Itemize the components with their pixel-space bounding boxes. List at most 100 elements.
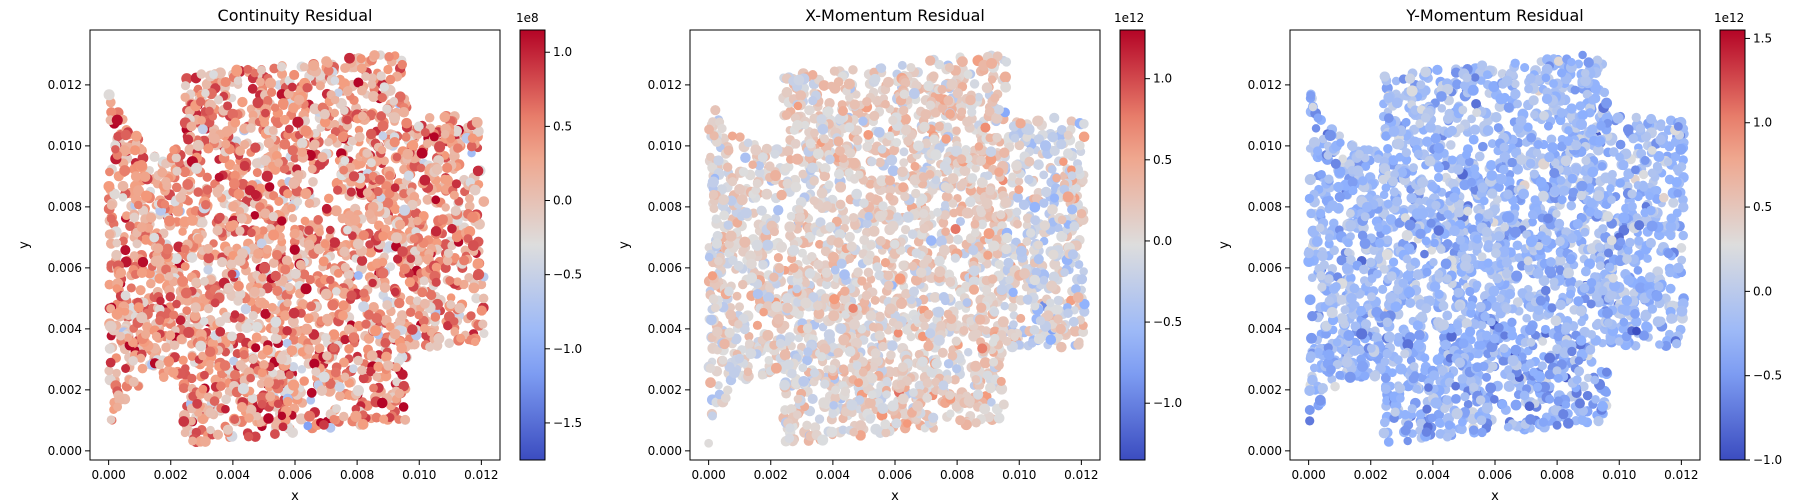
scatter-point xyxy=(119,165,131,177)
scatter-point xyxy=(361,71,371,81)
scatter-point xyxy=(853,267,863,277)
scatter-point xyxy=(858,116,868,126)
scatter-point xyxy=(302,82,312,93)
scatter-point xyxy=(248,354,258,364)
scatter-point xyxy=(990,307,1000,317)
scatter-point xyxy=(329,414,339,424)
scatter-point xyxy=(273,399,283,409)
scatter-point xyxy=(338,411,349,422)
scatter-point xyxy=(902,211,914,223)
scatter-point xyxy=(874,311,885,322)
scatter-point xyxy=(1079,118,1089,129)
scatter-point xyxy=(158,372,169,382)
scatter-point xyxy=(1008,172,1017,182)
scatter-point xyxy=(968,284,980,295)
scatter-point xyxy=(970,228,980,238)
scatter-point xyxy=(965,94,976,106)
scatter-point xyxy=(376,71,386,81)
scatter-point xyxy=(1010,332,1019,342)
scatter-point xyxy=(878,341,888,352)
scatter-point xyxy=(164,272,174,281)
scatter-point xyxy=(962,116,973,127)
scatter-point xyxy=(205,407,216,418)
scatter-point xyxy=(233,280,244,292)
scatter-point xyxy=(864,212,873,221)
scatter-point xyxy=(165,292,176,302)
scatter-point xyxy=(306,301,317,312)
scatter-point xyxy=(957,56,968,68)
scatter-point xyxy=(949,208,959,218)
scatter-point xyxy=(881,99,890,109)
scatter-point xyxy=(270,429,280,439)
scatter-point xyxy=(809,196,819,206)
scatter-point xyxy=(798,376,810,387)
scatter-point xyxy=(276,353,287,365)
scatter-point xyxy=(397,59,407,70)
scatter-point xyxy=(195,97,206,107)
scatter-point xyxy=(112,238,122,248)
scatter-point xyxy=(965,196,976,208)
scatter-point xyxy=(180,287,192,299)
scatter-point xyxy=(967,173,978,183)
scatter-point xyxy=(804,268,816,279)
scatter-point xyxy=(293,197,303,206)
scatter-point xyxy=(263,137,275,149)
scatter-point xyxy=(868,322,878,332)
scatter-point xyxy=(260,308,271,320)
scatter-point xyxy=(1016,313,1026,323)
scatter-point xyxy=(900,191,910,202)
scatter-point xyxy=(239,160,250,171)
scatter-point xyxy=(809,368,820,378)
scatter-point xyxy=(996,284,1008,296)
scatter-point xyxy=(193,233,204,244)
scatter-point xyxy=(379,282,391,293)
scatter-point xyxy=(809,176,819,186)
scatter-point xyxy=(359,288,369,298)
scatter-point xyxy=(239,350,249,360)
scatter-point xyxy=(367,80,377,89)
scatter-point xyxy=(363,333,375,344)
scatter-point xyxy=(131,130,142,142)
scatter-point xyxy=(106,200,116,210)
scatter-point xyxy=(1029,274,1041,286)
scatter-point xyxy=(297,147,308,157)
scatter-point xyxy=(258,273,267,282)
scatter-point xyxy=(881,428,891,438)
scatter-point xyxy=(277,411,287,421)
scatter-point xyxy=(957,107,967,117)
scatter-point xyxy=(723,145,734,156)
colorbar-tick-label: 0.5 xyxy=(553,119,572,133)
scatter-point xyxy=(337,132,348,143)
scatter-point xyxy=(1053,295,1063,305)
scatter-point xyxy=(389,329,400,340)
scatter-point xyxy=(169,310,179,320)
scatter-point xyxy=(237,96,248,108)
continuity-colorbar: −1.5−1.0−0.50.00.51.0 1e8 xyxy=(516,11,582,461)
scatter-point xyxy=(808,96,818,106)
scatter-point xyxy=(762,239,774,251)
scatter-point xyxy=(186,121,197,132)
scatter-point xyxy=(129,212,140,223)
scatter-point xyxy=(172,166,182,176)
scatter-point xyxy=(382,197,394,209)
scatter-point xyxy=(317,152,328,163)
scatter-point xyxy=(388,112,401,124)
scatter-point xyxy=(425,342,435,352)
scatter-point xyxy=(976,208,986,218)
scatter-point xyxy=(115,267,127,278)
scatter-point xyxy=(183,326,195,339)
scatter-point xyxy=(266,87,277,98)
scatter-point xyxy=(288,307,300,319)
scatter-point xyxy=(268,126,278,135)
scatter-point xyxy=(372,372,382,382)
scatter-point xyxy=(724,327,735,338)
scatter-point xyxy=(1011,160,1022,171)
scatter-point xyxy=(443,321,453,331)
scatter-point xyxy=(321,239,330,249)
scatter-point xyxy=(807,162,818,174)
scatter-point xyxy=(422,139,432,149)
scatter-point xyxy=(970,360,982,372)
scatter-point xyxy=(392,152,402,162)
scatter-point xyxy=(743,138,753,148)
scatter-point xyxy=(172,205,184,217)
